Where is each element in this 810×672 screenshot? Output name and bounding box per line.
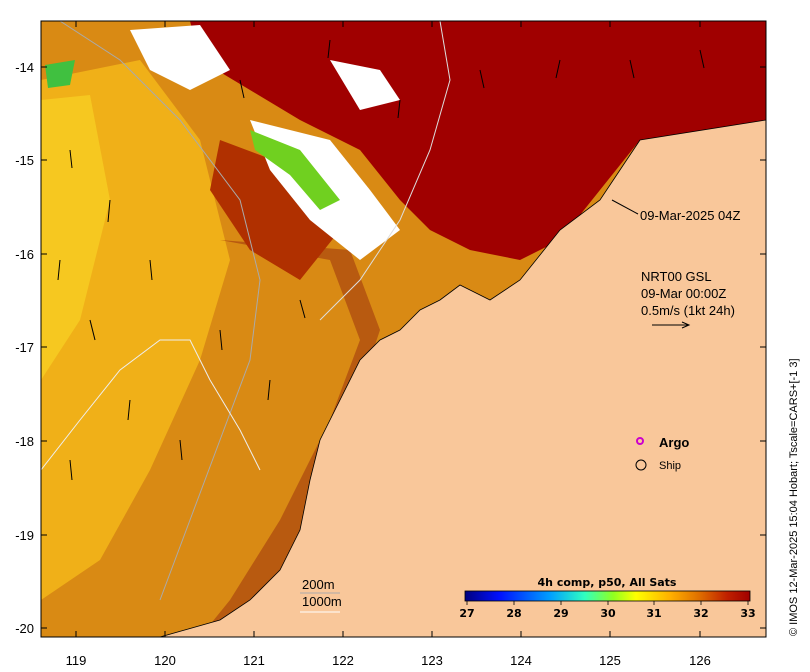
lat-axis: -14 -15 -16 -17 -18 -19 -20 — [15, 60, 766, 636]
plot-frame — [40, 20, 767, 638]
argo-label: Argo — [659, 435, 689, 450]
colorbar-tick: 29 — [553, 607, 568, 620]
colorbar-gradient — [464, 590, 751, 602]
lat-tick-label: -14 — [15, 60, 34, 75]
lat-tick-label: -19 — [15, 528, 34, 543]
colorbar-tick: 33 — [740, 607, 755, 620]
lat-tick-label: -18 — [15, 434, 34, 449]
isobath-200m — [59, 21, 261, 601]
colorbar-tick: 30 — [600, 607, 616, 620]
colorbar-tick: 31 — [646, 607, 661, 620]
colorbar-tick: 27 — [459, 607, 474, 620]
sst-patch-red2 — [210, 140, 340, 280]
sst-patch-green — [45, 60, 75, 88]
cloud-gap — [130, 25, 230, 90]
sst-patch-green — [250, 130, 340, 210]
current-legend-model: NRT00 GSL — [641, 269, 712, 284]
lon-tick-label: 125 — [599, 653, 621, 668]
isobath-1000m — [41, 339, 261, 471]
arrowhead-icon — [681, 321, 691, 329]
ship-label: Ship — [659, 460, 681, 472]
land-mass — [159, 119, 766, 637]
colorbar-title: 4h comp, p50, All Sats — [538, 576, 677, 589]
timestamp-label: 09-Mar-2025 04Z — [640, 208, 740, 223]
timestamp-pointer — [611, 199, 639, 215]
lon-tick-label: 120 — [154, 653, 176, 668]
lat-tick-label: -17 — [15, 340, 34, 355]
current-legend: NRT00 GSL 09-Mar 00:00Z 0.5m/s (1kt 24h) — [641, 269, 735, 329]
lon-tick-label: 124 — [510, 653, 532, 668]
lon-tick-label: 121 — [243, 653, 265, 668]
ship-icon — [635, 459, 647, 471]
lat-tick-label: -16 — [15, 247, 34, 262]
lat-tick-label: -20 — [15, 621, 34, 636]
lat-tick-label: -15 — [15, 153, 34, 168]
isobath-legend: 200m 1000m — [300, 577, 342, 613]
sst-patch-light — [41, 95, 110, 380]
isobath-200m-label: 200m — [302, 577, 335, 592]
side-credit: © IMOS 12-Mar-2025 15:04 Hobart; Tscale=… — [788, 358, 800, 636]
lon-tick-label: 126 — [689, 653, 711, 668]
lon-tick-label: 119 — [66, 653, 87, 668]
current-legend-scale: 0.5m/s (1kt 24h) — [641, 303, 735, 318]
lon-tick-label: 122 — [332, 653, 354, 668]
isobath-line — [319, 21, 451, 321]
map-plot-area — [41, 21, 766, 637]
colorbar-tick: 32 — [693, 607, 708, 620]
cloud-gap — [330, 60, 400, 110]
lon-tick-label: 123 — [421, 653, 443, 668]
current-vectors — [57, 39, 705, 481]
lon-axis: 119 120 121 122 123 124 125 126 — [66, 21, 711, 668]
colorbar-tick: 28 — [506, 607, 521, 620]
isobath-1000m-label: 1000m — [302, 594, 342, 609]
marker-legend: Argo Ship — [635, 435, 689, 472]
argo-icon — [636, 437, 644, 445]
colorbar: 4h comp, p50, All Sats 27 28 29 30 31 32… — [459, 576, 755, 620]
sst-patch-hot — [190, 21, 766, 260]
current-legend-time: 09-Mar 00:00Z — [641, 286, 726, 301]
